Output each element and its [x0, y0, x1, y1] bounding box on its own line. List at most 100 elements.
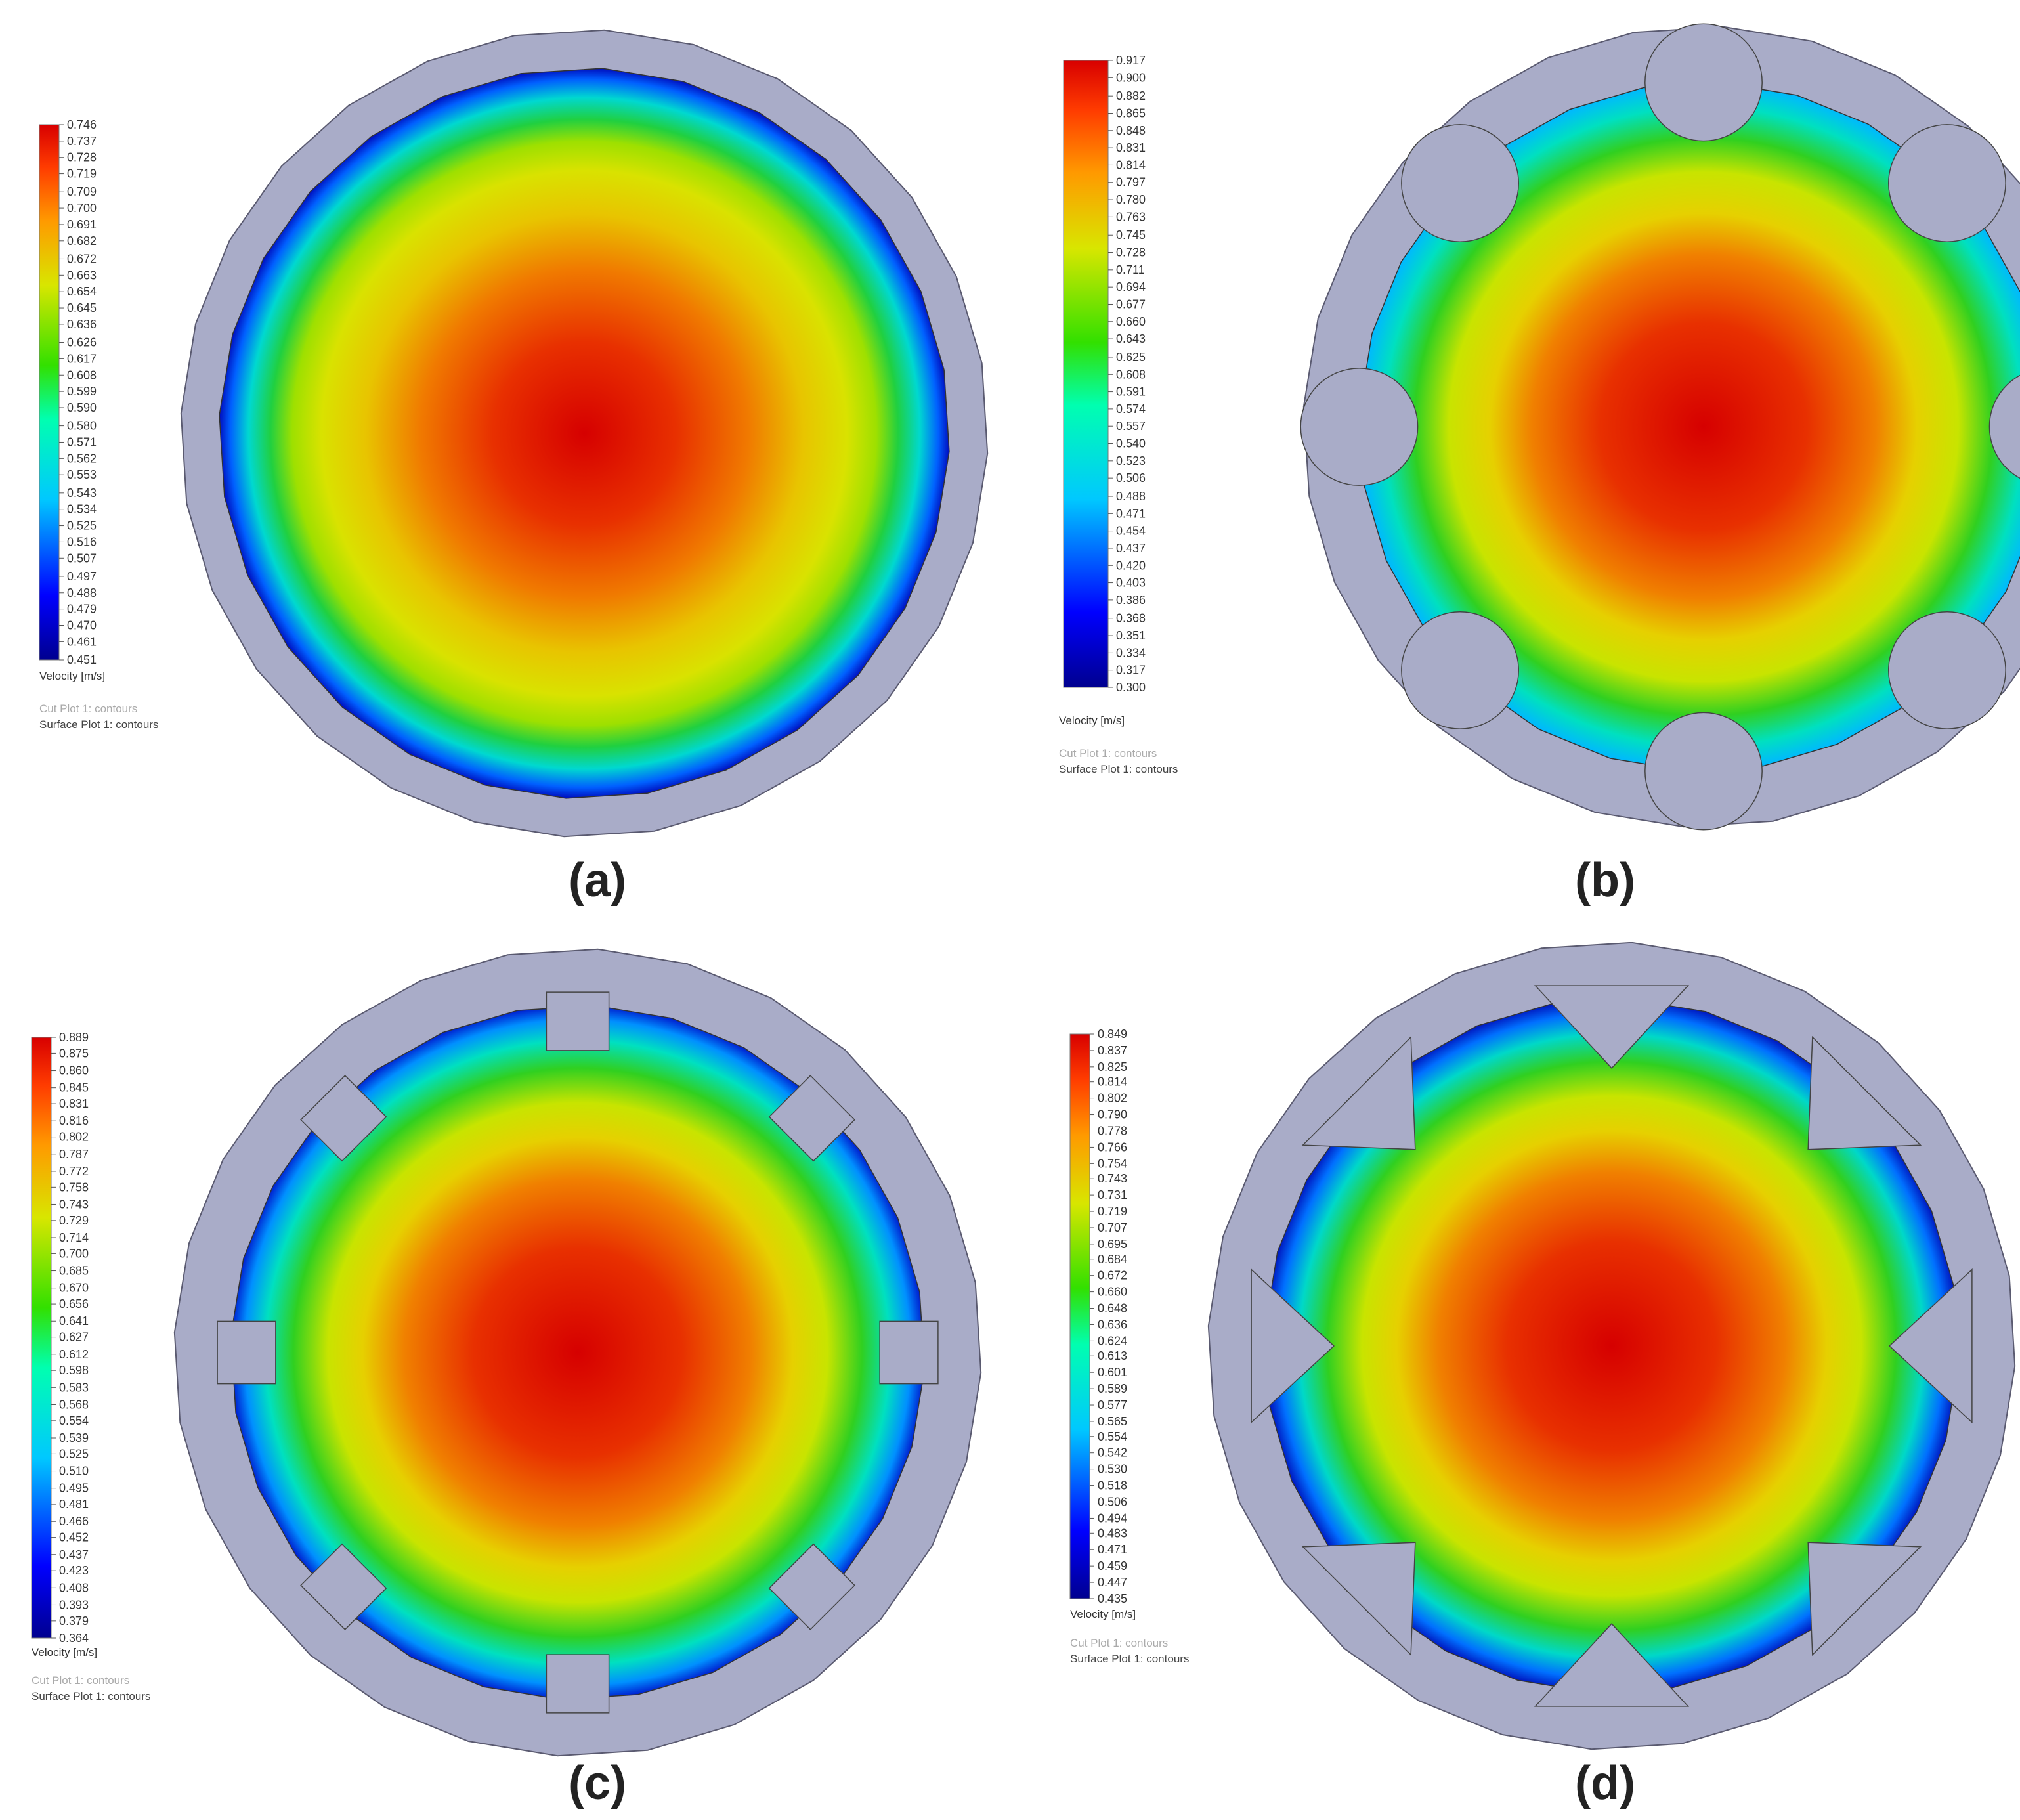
colorbar-tick-label: 0.481: [59, 1498, 89, 1511]
colorbar-tick-label: 0.542: [1098, 1446, 1127, 1460]
colorbar-tick-label: 0.816: [59, 1114, 89, 1127]
colorbar-tick-label: 0.695: [1098, 1238, 1127, 1251]
colorbar-tick-label: 0.451: [67, 653, 97, 666]
contour-plot-d: 0.849 0.837 0.825 0.814 0.802 0.790 0.778 0.766…: [1069, 942, 2016, 1750]
colorbar-tick-label: 0.707: [1098, 1221, 1127, 1234]
colorbar-tick-label: 0.636: [67, 318, 97, 331]
rib: [768, 1543, 855, 1630]
surface-plot-legend: Surface Plot 1: contours: [39, 718, 158, 731]
colorbar-tick-label: 0.300: [1116, 681, 1146, 694]
colorbar-tick-label: 0.516: [67, 535, 97, 548]
colorbar-tick-label: 0.849: [1098, 1028, 1127, 1041]
colorbar-tick-label: 0.408: [59, 1581, 89, 1594]
colorbar-tick-label: 0.845: [59, 1081, 89, 1094]
caption-a: (a): [569, 854, 626, 907]
colorbar-tick-label: 0.599: [67, 385, 97, 398]
colorbar-tick-label: 0.654: [67, 285, 97, 298]
colorbar-tick-label: 0.772: [59, 1165, 89, 1178]
contour-plot-b: 0.917 0.900 0.882 0.865 0.848 0.831 0.814 0.797…: [1059, 23, 2020, 831]
colorbar-tick-label: 0.488: [67, 586, 97, 599]
colorbar-tick-label: 0.656: [59, 1297, 89, 1311]
caption-c: (c): [569, 1757, 626, 1809]
colorbar-tick-label: 0.745: [1116, 228, 1146, 242]
colorbar-tick-label: 0.483: [1098, 1527, 1127, 1540]
colorbar-tick-label: 0.494: [1098, 1511, 1127, 1525]
rib: [879, 1320, 939, 1385]
rib: [1534, 1623, 1690, 1707]
colorbar-tick-label: 0.608: [67, 368, 97, 381]
colorbar-tick-label: 0.882: [1116, 89, 1146, 102]
colorbar-tick-label: 0.601: [1098, 1366, 1127, 1379]
colorbar-tick-label: 0.510: [59, 1465, 89, 1478]
colorbar-tick-label: 0.612: [59, 1348, 89, 1361]
colorbar: [39, 124, 60, 661]
colorbar-tick-label: 0.875: [59, 1047, 89, 1060]
colorbar-tick-label: 0.778: [1098, 1124, 1127, 1137]
colorbar-tick-label: 0.452: [59, 1531, 89, 1544]
colorbar-tick-label: 0.848: [1116, 124, 1146, 137]
rib: [1807, 1542, 1922, 1657]
colorbar-tick-label: 0.691: [67, 218, 97, 231]
colorbar-tick-label: 0.583: [59, 1381, 89, 1394]
colorbar-tick-label: 0.754: [1098, 1157, 1127, 1170]
panel-d: 0.849 0.837 0.825 0.814 0.802 0.790 0.778 0.766…: [1044, 939, 2016, 1760]
rib: [1401, 611, 1519, 729]
colorbar-tick-label: 0.643: [1116, 332, 1146, 345]
rib: [1889, 1268, 1973, 1424]
colorbar-tick-label: 0.459: [1098, 1559, 1127, 1572]
colorbar-tick-label: 0.488: [1116, 490, 1146, 503]
caption-d: (d): [1575, 1757, 1635, 1809]
colorbar-tick-label: 0.737: [67, 135, 97, 148]
rib: [546, 991, 610, 1051]
panel-c: 0.889 0.875 0.860 0.845 0.831 0.816 0.802 0.787…: [13, 939, 988, 1760]
colorbar-tick-label: 0.758: [59, 1181, 89, 1194]
colorbar-tick-label: 0.543: [67, 487, 97, 500]
cut-plot-legend: Cut Plot 1: contours: [1059, 747, 1157, 760]
colorbar-tick-label: 0.435: [1098, 1592, 1127, 1605]
colorbar-tick-label: 0.728: [1116, 246, 1146, 259]
colorbar-tick-label: 0.466: [59, 1515, 89, 1528]
colorbar: [1069, 1033, 1090, 1599]
colorbar-tick-label: 0.766: [1098, 1140, 1127, 1154]
rib: [1888, 611, 2006, 729]
caption-b: (b): [1575, 854, 1635, 907]
colorbar-tick-label: 0.728: [67, 151, 97, 164]
colorbar-tick-label: 0.525: [67, 519, 97, 532]
rib: [1300, 368, 1419, 486]
colorbar-tick-label: 0.534: [67, 503, 97, 516]
colorbar-tick-label: 0.802: [59, 1131, 89, 1144]
colorbar-tick-label: 0.714: [59, 1231, 89, 1244]
surface-plot-legend: Surface Plot 1: contours: [1070, 1653, 1189, 1665]
colorbar-tick-label: 0.700: [67, 202, 97, 215]
colorbar-tick-label: 0.837: [1098, 1044, 1127, 1057]
velocity-field: [219, 68, 950, 799]
colorbar-tick-label: 0.423: [59, 1564, 89, 1577]
colorbar-tick-label: 0.617: [67, 352, 97, 365]
contour-plot-a: 0.746 0.737 0.728 0.719 0.709 0.700 0.691 0.682…: [39, 29, 989, 838]
colorbar-tick-label: 0.608: [1116, 368, 1146, 381]
colorbar-tick-label: 0.763: [1116, 210, 1146, 223]
rib: [1534, 985, 1690, 1069]
colorbar-tick-label: 0.598: [59, 1364, 89, 1377]
panel-a: 0.746 0.737 0.728 0.719 0.709 0.700 0.691 0.682…: [13, 13, 989, 844]
colorbar-tick-label: 0.557: [1116, 420, 1146, 433]
colorbar-title: Velocity [m/s]: [32, 1646, 97, 1658]
colorbar-tick-label: 0.554: [1098, 1430, 1127, 1443]
colorbar-tick-label: 0.479: [67, 603, 97, 616]
colorbar-tick-label: 0.589: [1098, 1382, 1127, 1395]
colorbar-tick-label: 0.660: [1116, 315, 1146, 328]
colorbar-tick-label: 0.530: [1098, 1463, 1127, 1476]
colorbar-tick-label: 0.495: [59, 1482, 89, 1495]
colorbar-tick-label: 0.420: [1116, 559, 1146, 572]
colorbar-tick-label: 0.831: [59, 1097, 89, 1110]
colorbar-tick-label: 0.711: [1116, 263, 1145, 276]
colorbar-tick-label: 0.470: [67, 619, 97, 632]
colorbar-tick-label: 0.790: [1098, 1108, 1127, 1121]
colorbar-tick-label: 0.351: [1116, 629, 1146, 642]
rib: [300, 1543, 387, 1630]
colorbar-tick-label: 0.525: [59, 1447, 89, 1460]
colorbar-tick-label: 0.364: [59, 1632, 89, 1645]
colorbar-tick-label: 0.663: [67, 269, 97, 282]
rib: [1644, 23, 1763, 142]
colorbar-tick-label: 0.454: [1116, 525, 1146, 538]
